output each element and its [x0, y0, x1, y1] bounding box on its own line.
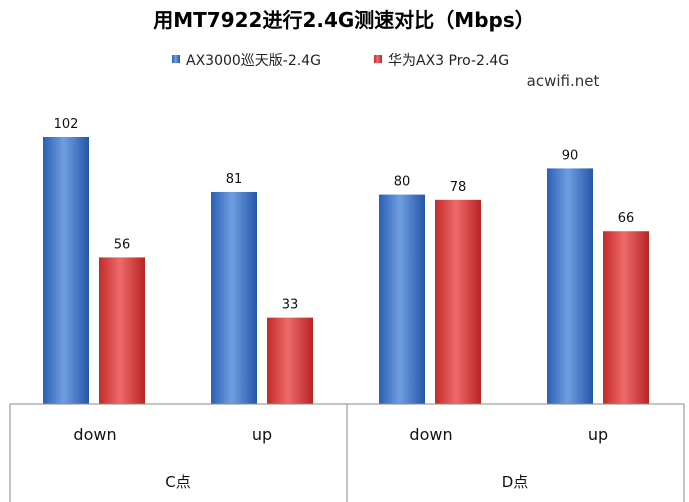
bar-s1-c3	[603, 231, 649, 404]
legend-label-0: AX3000巡天版-2.4G	[186, 53, 321, 69]
value-label-s0-c0: 102	[54, 117, 79, 132]
value-label-s1-c3: 66	[618, 211, 635, 226]
group-label-c: C点	[165, 473, 190, 491]
legend-label-1: 华为AX3 Pro-2.4G	[388, 53, 509, 69]
category-axis: down up down up C点 D点	[9, 403, 685, 502]
bars	[43, 137, 649, 404]
tick-label-3: up	[588, 425, 608, 444]
bar-s1-c1	[267, 317, 313, 404]
legend-swatch-1	[374, 55, 382, 63]
watermark: acwifi.net	[527, 72, 600, 90]
bar-s0-c0	[43, 137, 89, 404]
value-label-s1-c1: 33	[282, 298, 299, 313]
value-label-s0-c1: 81	[226, 172, 243, 187]
bar-s0-c3	[547, 168, 593, 404]
tick-label-2: down	[409, 425, 452, 444]
value-label-s1-c0: 56	[114, 237, 131, 252]
group-label-d: D点	[502, 473, 529, 491]
bar-s0-c1	[211, 191, 257, 404]
bar-s1-c0	[99, 257, 145, 404]
legend: AX3000巡天版-2.4G 华为AX3 Pro-2.4G	[172, 53, 509, 69]
value-label-s0-c3: 90	[562, 148, 579, 163]
chart-title: 用MT7922进行2.4G测速对比（Mbps）	[153, 8, 535, 32]
value-label-s1-c2: 78	[450, 180, 467, 195]
legend-swatch-0	[172, 55, 180, 63]
tick-label-0: down	[73, 425, 116, 444]
value-labels: 102 81 80 90 56 33 78 66	[54, 117, 635, 313]
value-label-s0-c2: 80	[394, 175, 411, 190]
bar-s0-c2	[379, 194, 425, 404]
tick-label-1: up	[252, 425, 272, 444]
bar-s1-c2	[435, 199, 481, 404]
